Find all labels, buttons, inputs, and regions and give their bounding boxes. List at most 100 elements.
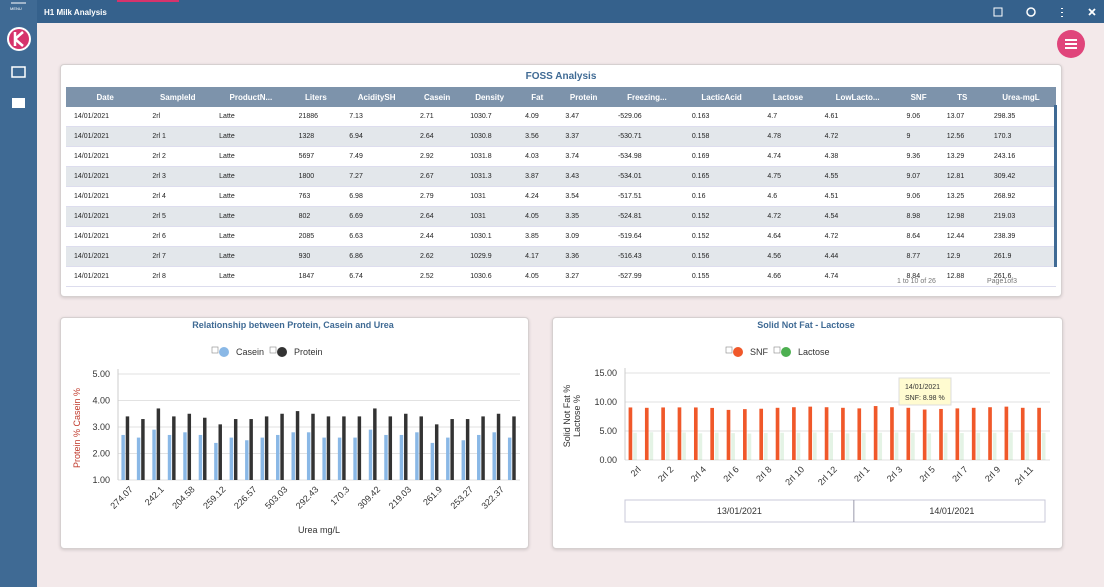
table-row: 14/01/2021 2rl 5 Latte 802 6.69 2.64 1031 4.05 3… [66, 206, 1056, 227]
table-card: FOSS Analysis Date SampleId ProductN... Lit… [60, 64, 1062, 297]
table-cell: 5697 [290, 146, 342, 167]
table-cell: 7.49 [341, 146, 412, 167]
toolbar [993, 7, 1096, 17]
pagination-range: 1 to 10 of 26 [897, 278, 936, 285]
table-cell: -516.43 [609, 246, 684, 267]
table-cell: 12.88 [938, 266, 986, 287]
table-cell: -530.71 [609, 126, 684, 147]
table-cell: -519.64 [609, 226, 684, 247]
logo-inner [9, 29, 29, 49]
edit-icon[interactable] [993, 7, 1003, 17]
pagination-page[interactable]: Page1of3 [987, 278, 1017, 285]
table-cell: 802 [290, 206, 342, 227]
table-cell: 3.54 [557, 186, 610, 207]
column-header: LacticAcid [683, 87, 760, 107]
table-cell: 0.152 [683, 226, 760, 247]
table-cell: 1031 [462, 206, 518, 227]
table-cell: 6.63 [341, 226, 412, 247]
table-cell: 4.05 [517, 266, 558, 287]
table-cell: 2.52 [411, 266, 463, 287]
table-cell: 4.03 [517, 146, 558, 167]
table-cell: 0.16 [683, 186, 760, 207]
table-title: FOSS Analysis [525, 71, 597, 82]
table-cell: 2rl 4 [144, 186, 212, 207]
table-cell: 1030.7 [462, 107, 518, 127]
table-cell: 4.17 [517, 246, 558, 267]
table-cell: 4.55 [816, 166, 899, 187]
close-icon[interactable] [1088, 8, 1096, 16]
table-cell: 3.37 [557, 126, 610, 147]
table-cell: 0.165 [683, 166, 760, 187]
table-cell: 2.62 [411, 246, 463, 267]
table-cell: 4.24 [517, 186, 558, 207]
column-header: LowLacto... [816, 87, 899, 107]
table-cell: 2rl 6 [144, 226, 212, 247]
briefcase-icon[interactable] [12, 98, 25, 108]
table-cell: 0.156 [683, 246, 760, 267]
sidebar: MENU [0, 0, 37, 587]
data-table: Date SampleId ProductN... Liters AciditySH Ca… [66, 87, 1056, 287]
table-cell: 2.79 [411, 186, 463, 207]
column-header: Date [66, 87, 145, 107]
table-cell: Latte [211, 246, 291, 267]
table-cell: 1328 [290, 126, 342, 147]
table-cell: 4.75 [759, 166, 817, 187]
table-cell: 8.84 [898, 266, 939, 287]
table-cell: 6.94 [341, 126, 412, 147]
table-cell: 2.44 [411, 226, 463, 247]
table-cell: 2rl 1 [144, 126, 212, 147]
refresh-icon[interactable] [1026, 7, 1036, 17]
table-cell: -527.99 [609, 266, 684, 287]
table-cell: -529.06 [609, 107, 684, 127]
table-cell: 1031.3 [462, 166, 518, 187]
table-cell: 6.74 [341, 266, 412, 287]
table-cell: 4.05 [517, 206, 558, 227]
table-cell: Latte [211, 146, 291, 167]
table-cell: 763 [290, 186, 342, 207]
table-cell: 3.35 [557, 206, 610, 227]
table-cell: 3.56 [517, 126, 558, 147]
table-cell: 12.56 [938, 126, 986, 147]
table-cell: 9.07 [898, 166, 939, 187]
table-row: 14/01/2021 2rl 6 Latte 2085 6.63 2.44 1030.1 3.… [66, 226, 1056, 247]
column-header: Fat [517, 87, 558, 107]
table-cell: Latte [211, 107, 291, 127]
table-cell: 2085 [290, 226, 342, 247]
column-header: Liters [290, 87, 342, 107]
table-cell: 3.36 [557, 246, 610, 267]
table-cell: Latte [211, 186, 291, 207]
table-cell: 13.07 [938, 107, 986, 127]
fab-menu[interactable] [1056, 29, 1086, 59]
table-cell: 2rl 8 [144, 266, 212, 287]
table-cell: Latte [211, 126, 291, 147]
table-cell: 4.74 [816, 266, 899, 287]
table-cell: 4.7 [759, 107, 817, 127]
table-cell: 2rl 3 [144, 166, 212, 187]
table-cell: 3.47 [557, 107, 610, 127]
table-cell: 14/01/2021 [66, 226, 145, 247]
table-cell: 298.35 [985, 107, 1056, 127]
table-cell: 8.77 [898, 246, 939, 267]
table-cell: 9.36 [898, 146, 939, 167]
folder-icon[interactable] [11, 66, 26, 78]
active-tab [117, 0, 179, 2]
table-cell: 4.54 [816, 206, 899, 227]
column-header: Urea-mgL [985, 87, 1056, 107]
table-cell: 261.6 [985, 266, 1056, 287]
table-cell: 4.09 [517, 107, 558, 127]
table-cell: 2rl 2 [144, 146, 212, 167]
fab-icon[interactable] [1065, 39, 1077, 49]
table-cell: 14/01/2021 [66, 146, 145, 167]
table-cell: 1030.8 [462, 126, 518, 147]
table-row: 14/01/2021 2rl 3 Latte 1800 7.27 2.67 1031.3 3.… [66, 166, 1056, 187]
table-cell: 2.92 [411, 146, 463, 167]
table-cell: 1031.8 [462, 146, 518, 167]
table-cell: 4.64 [759, 226, 817, 247]
table-cell: Latte [211, 166, 291, 187]
table-cell: 3.74 [557, 146, 610, 167]
column-header: SNF [898, 87, 939, 107]
table-cell: 2rl [144, 107, 212, 127]
table-cell: -534.01 [609, 166, 684, 187]
table-cell: 12.81 [938, 166, 986, 187]
chart-card [552, 317, 1063, 549]
